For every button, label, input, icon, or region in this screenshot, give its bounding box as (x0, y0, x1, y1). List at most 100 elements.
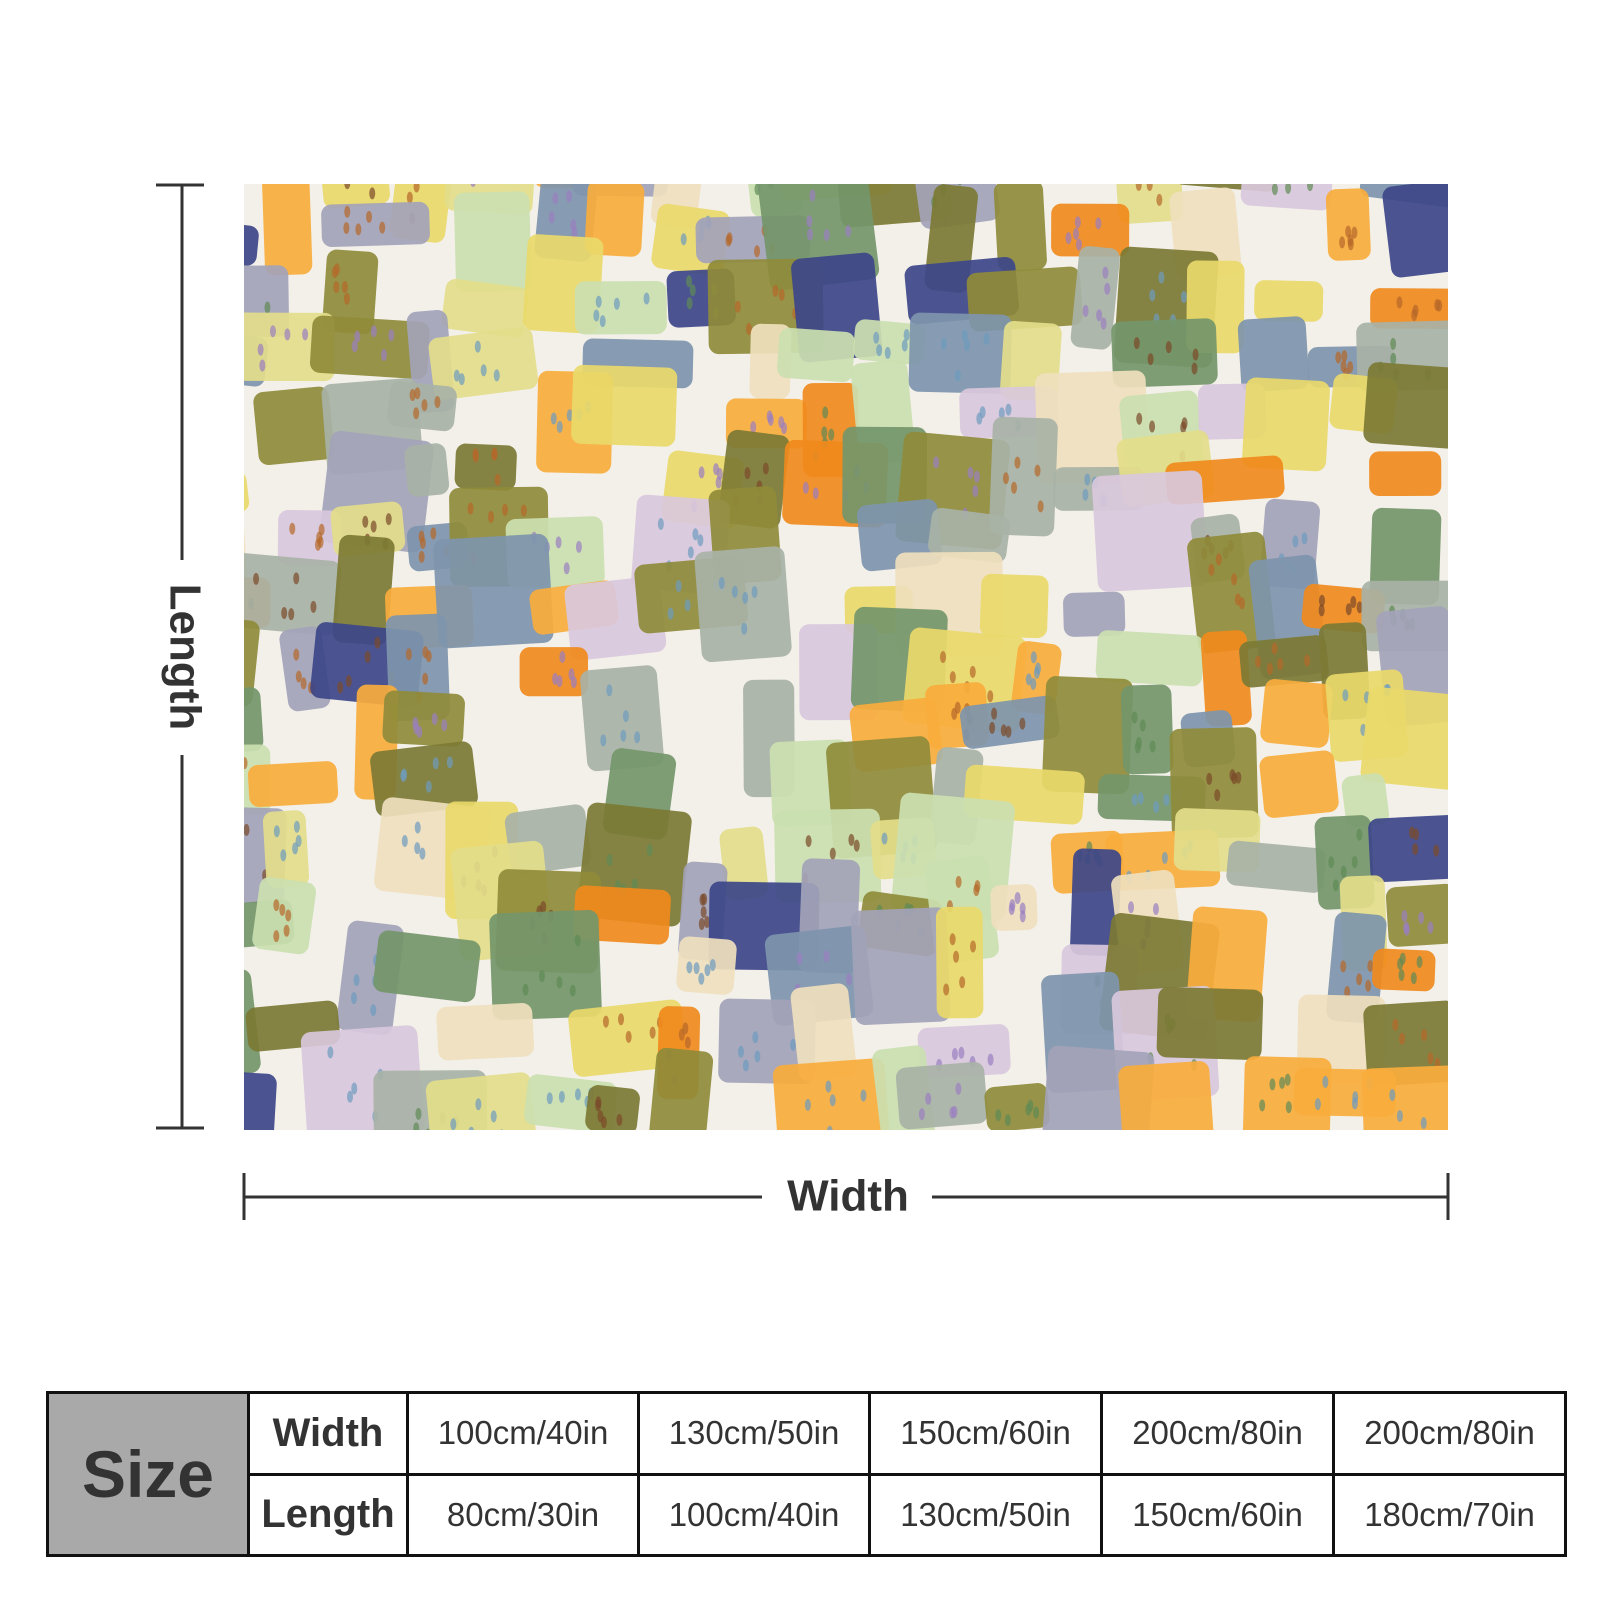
paint-dot (1137, 792, 1144, 805)
paint-dot (1027, 1099, 1034, 1112)
paint-square (928, 507, 1011, 563)
paint-dot (259, 359, 266, 372)
paint-dot (1084, 473, 1091, 486)
paint-dot (419, 847, 426, 860)
paint-dot (606, 167, 612, 179)
paint-dot (569, 156, 575, 168)
paint-dot (1305, 166, 1311, 178)
paint-dot (466, 150, 472, 162)
paint-dot (1318, 594, 1325, 607)
paint-dot (828, 428, 835, 441)
paint-dot (405, 648, 412, 661)
paint-square (261, 184, 313, 276)
paint-dot (1149, 289, 1156, 302)
paint-dot (280, 849, 287, 862)
paint-dot (345, 675, 352, 688)
paint-dot (967, 466, 974, 479)
paint-dot (657, 517, 664, 530)
paint-dot (223, 552, 229, 564)
paint-dot (983, 332, 990, 345)
paint-dot (1082, 488, 1089, 501)
paint-dot (1191, 362, 1198, 375)
paint-dot (569, 984, 576, 997)
paint-dot (940, 337, 947, 350)
paint-dot (333, 280, 340, 293)
paint-dot (283, 924, 290, 937)
paint-square (244, 687, 264, 753)
paint-dot (1005, 725, 1012, 738)
paint-dot (606, 684, 613, 697)
paint-dot (1152, 172, 1158, 184)
paint-dot (222, 932, 228, 944)
paint-dot (1351, 855, 1358, 868)
paint-square (1325, 188, 1371, 261)
paint-dot (1328, 856, 1335, 869)
paint-dot (224, 342, 230, 354)
paint-dot (412, 716, 419, 729)
paint-dot (1030, 651, 1037, 664)
paint-dot (563, 562, 570, 575)
paint-dot (269, 325, 276, 338)
paint-dot (238, 602, 244, 614)
paint-dot (1416, 955, 1423, 968)
paint-dot (491, 447, 498, 460)
paint-dot (1163, 793, 1170, 806)
paint-square (433, 533, 554, 649)
paint-dot (1304, 654, 1311, 667)
paint-dot (963, 339, 970, 352)
paint-square (1361, 1064, 1448, 1130)
paint-dot (570, 219, 577, 232)
paint-square (454, 443, 517, 491)
paint-dot (689, 284, 696, 297)
paint-dot (737, 1045, 744, 1058)
paint-dot (1033, 1106, 1040, 1119)
paint-dot (806, 215, 813, 228)
paint-dot (468, 1126, 475, 1130)
paint-dot (364, 650, 371, 663)
paint-dot (1271, 184, 1278, 196)
paint-dot (918, 1108, 925, 1121)
paint-dot (211, 544, 217, 556)
paint-dot (433, 169, 439, 181)
paint-dot (1158, 271, 1165, 284)
paint-dot (595, 1096, 602, 1109)
paint-dot (556, 976, 563, 989)
paint-dot (925, 1092, 932, 1105)
paint-dot (778, 288, 785, 301)
paint-dot (355, 223, 362, 236)
paint-square (196, 952, 243, 1024)
paint-dot (367, 163, 373, 175)
paint-dot (1128, 901, 1135, 914)
paint-dot (622, 710, 629, 723)
paint-dot (1427, 921, 1434, 934)
cell: 130cm/50in (637, 1391, 871, 1476)
paint-dot (881, 832, 888, 845)
paint-dot (1398, 969, 1405, 982)
paint-dot (380, 349, 387, 362)
paint-dot (1269, 1078, 1276, 1091)
paint-dot (949, 1106, 956, 1119)
paint-dot (949, 671, 956, 684)
paint-square (772, 1058, 891, 1130)
paint-dot (353, 974, 360, 987)
row-label: Width (247, 1391, 409, 1476)
paint-dot (998, 407, 1005, 420)
paint-dot (754, 1050, 761, 1063)
paint-square (321, 201, 430, 247)
paint-dot (825, 1080, 832, 1093)
paint-dot (599, 315, 606, 328)
paint-dot (991, 707, 998, 720)
paint-dot (1034, 464, 1041, 477)
paint-dot (734, 300, 741, 313)
paint-dot (1259, 1099, 1266, 1112)
paint-dot (559, 168, 565, 180)
paint-dot (344, 184, 351, 190)
paint-dot (379, 221, 386, 234)
paint-dot (1396, 1109, 1403, 1122)
paint-dot (197, 908, 203, 920)
paint-dot (1277, 658, 1284, 671)
paint-dot (953, 950, 960, 963)
paint-square (1051, 203, 1130, 257)
paint-dot (414, 842, 421, 855)
paint-dot (490, 1110, 497, 1123)
